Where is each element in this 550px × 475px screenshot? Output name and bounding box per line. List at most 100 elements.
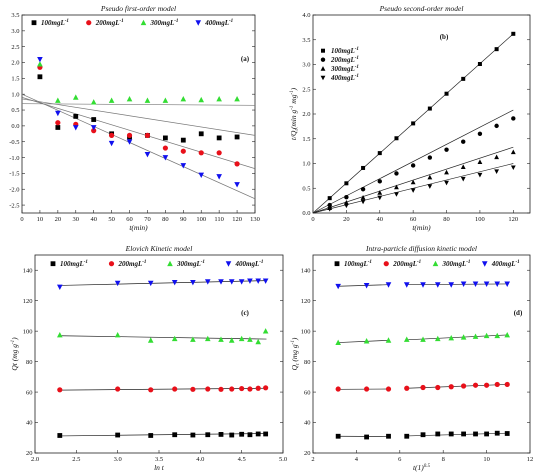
point-square xyxy=(263,431,269,437)
point-triangle-down xyxy=(460,176,466,182)
point-triangle-up xyxy=(114,331,121,338)
y-tick-label: 0.5 xyxy=(302,185,310,192)
fit-line xyxy=(21,98,256,136)
point-circle xyxy=(460,383,467,389)
chart-panel-d: 2 4 6 8 10 12 20 40 60 80 100 120 140 Intra-particle … xyxy=(290,244,533,472)
point-triangle-down xyxy=(262,278,269,284)
point-circle xyxy=(115,386,121,392)
y-tick-label: 140 xyxy=(23,267,33,274)
y-tick-label: -2.5 xyxy=(9,202,19,209)
point-circle xyxy=(360,187,366,192)
point-square xyxy=(91,117,97,122)
legend-label: 400mgL-1 xyxy=(204,19,233,27)
series-200mgL-1 xyxy=(327,116,516,208)
point-circle xyxy=(172,386,178,392)
point-square xyxy=(190,432,196,438)
point-triangle-up xyxy=(167,260,173,267)
point-triangle-down xyxy=(108,140,115,147)
point-triangle-down xyxy=(218,279,224,285)
panel-letter: (c) xyxy=(241,309,249,317)
point-triangle-up xyxy=(460,334,467,340)
point-square xyxy=(57,433,63,438)
point-circle xyxy=(234,161,240,167)
y-tick-label: 120 xyxy=(23,298,33,305)
point-circle xyxy=(91,128,97,134)
point-square xyxy=(229,432,235,438)
legend-label: 400mgL-1 xyxy=(330,74,359,82)
y-tick-label: 1.0 xyxy=(302,161,310,168)
y-tick-label: 120 xyxy=(301,298,311,305)
point-square xyxy=(444,91,449,96)
point-triangle-up xyxy=(190,336,196,342)
series-200mgL-1 xyxy=(37,64,240,167)
point-circle xyxy=(477,131,483,136)
point-square xyxy=(494,47,499,52)
point-circle xyxy=(218,386,224,392)
point-triangle-down xyxy=(394,192,399,197)
x-tick-label: 120 xyxy=(232,216,242,223)
point-circle xyxy=(383,261,389,267)
point-triangle-up xyxy=(218,336,224,342)
point-square xyxy=(427,106,432,111)
point-square xyxy=(364,434,369,440)
fit-line xyxy=(59,433,267,437)
point-triangle-up xyxy=(385,337,392,343)
fit-line xyxy=(21,97,256,169)
series-400mgL-1 xyxy=(57,278,269,290)
point-triangle-up xyxy=(180,95,187,102)
point-circle xyxy=(504,381,510,388)
x-tick-label: 10 xyxy=(483,456,490,463)
y-tick-label: 60 xyxy=(26,389,33,396)
point-triangle-down xyxy=(420,282,426,288)
legend-label: 200mgL-1 xyxy=(95,19,124,27)
x-tick-label: 40 xyxy=(377,216,384,223)
panel-title: Pseudo second-order model xyxy=(379,4,464,13)
point-triangle-up xyxy=(410,179,416,185)
point-circle xyxy=(420,384,426,391)
point-triangle-down xyxy=(427,184,433,189)
y-axis-label: Qt (mg g-1) xyxy=(290,337,301,370)
x-tick-label: 4 xyxy=(355,456,359,463)
series-100mgL-1 xyxy=(57,431,269,438)
x-tick-label: 50 xyxy=(108,216,115,223)
point-triangle-down xyxy=(90,125,97,131)
y-tick-label: 1.5 xyxy=(11,76,19,83)
point-circle xyxy=(162,145,168,151)
point-circle xyxy=(144,132,151,138)
x-axis-label: t(min) xyxy=(129,223,148,232)
point-triangle-down xyxy=(126,139,133,145)
fit-line xyxy=(312,109,514,214)
point-circle xyxy=(494,381,500,388)
point-square xyxy=(216,135,222,141)
legend-label: 200mgL-1 xyxy=(330,56,359,64)
point-circle xyxy=(247,386,253,392)
point-triangle-down xyxy=(472,281,479,287)
point-triangle-up xyxy=(228,337,235,343)
point-square xyxy=(386,433,391,439)
point-triangle-down xyxy=(144,151,151,158)
series-400mgL-1 xyxy=(37,56,240,188)
point-triangle-down xyxy=(225,261,232,267)
point-triangle-down xyxy=(255,278,261,284)
legend-label: 400mgL-1 xyxy=(235,260,264,268)
x-tick-label: 110 xyxy=(214,216,224,223)
point-triangle-up xyxy=(238,335,245,342)
y-axis-label: t/Qt(min g-1 mg-1) xyxy=(289,87,300,140)
point-triangle-up xyxy=(255,338,261,345)
x-tick-label: 30 xyxy=(73,216,80,223)
y-tick-label: -2.0 xyxy=(9,186,19,193)
point-triangle-up xyxy=(477,159,483,165)
point-triangle-down xyxy=(57,284,63,290)
fit-segment xyxy=(338,339,389,343)
point-square xyxy=(255,431,261,437)
point-square xyxy=(473,431,478,437)
x-tick-label: 4.5 xyxy=(238,456,246,463)
x-tick-label: 100 xyxy=(196,216,206,223)
point-square xyxy=(334,261,340,267)
x-tick-label: 70 xyxy=(144,216,151,223)
point-triangle-down xyxy=(114,280,121,287)
point-triangle-up xyxy=(432,260,439,267)
legend-label: 200mgL-1 xyxy=(118,260,147,268)
point-circle xyxy=(108,261,115,267)
